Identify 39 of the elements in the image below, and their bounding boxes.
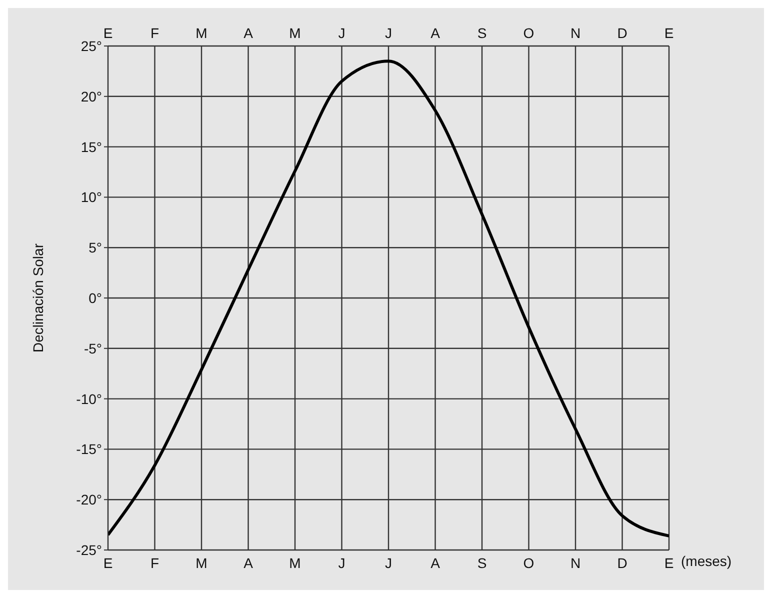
y-tick-label: 0° [88, 290, 102, 306]
x-tick-label: F [150, 554, 160, 571]
category-label: M [289, 25, 301, 41]
x-tick-label: A [430, 554, 441, 571]
x-tick-label: A [244, 554, 254, 571]
x-tick-label: O [523, 554, 534, 571]
x-tick-label: M [196, 554, 208, 571]
x-tick-label: D [617, 554, 628, 571]
category-label: J [385, 25, 392, 41]
category-label: F [150, 25, 160, 41]
category-label: E [664, 25, 674, 41]
category-label: N [570, 25, 581, 41]
category-label: J [338, 25, 346, 41]
x-tick-label: S [477, 554, 487, 571]
y-tick-label: -10° [76, 390, 102, 407]
category-label: S [477, 25, 487, 41]
y-tick-label: -15° [76, 441, 102, 458]
y-tick-label: 10° [80, 189, 102, 206]
category-label: D [617, 25, 628, 41]
y-tick-label: 5° [88, 240, 102, 256]
category-label: A [430, 25, 440, 41]
y-tick-label: -5° [84, 340, 102, 356]
y-tick-label: 20° [80, 88, 102, 104]
y-tick-label: 25° [80, 38, 102, 54]
x-axis-title: (meses) [681, 552, 732, 569]
x-tick-label: N [570, 554, 581, 571]
x-tick-label: J [338, 554, 346, 571]
y-tick-label: 15° [80, 138, 102, 155]
y-tick-label: -20° [76, 492, 102, 508]
category-label: A [244, 25, 253, 41]
category-label: M [196, 25, 208, 41]
category-label: E [103, 25, 113, 41]
category-label: O [523, 25, 534, 41]
x-tick-label: J [385, 554, 392, 571]
x-tick-label: E [103, 554, 113, 571]
y-axis-title: Declinación Solar [30, 243, 46, 352]
x-tick-label: E [664, 554, 674, 571]
x-tick-label: M [289, 554, 301, 571]
y-tick-label: -25° [76, 542, 102, 558]
